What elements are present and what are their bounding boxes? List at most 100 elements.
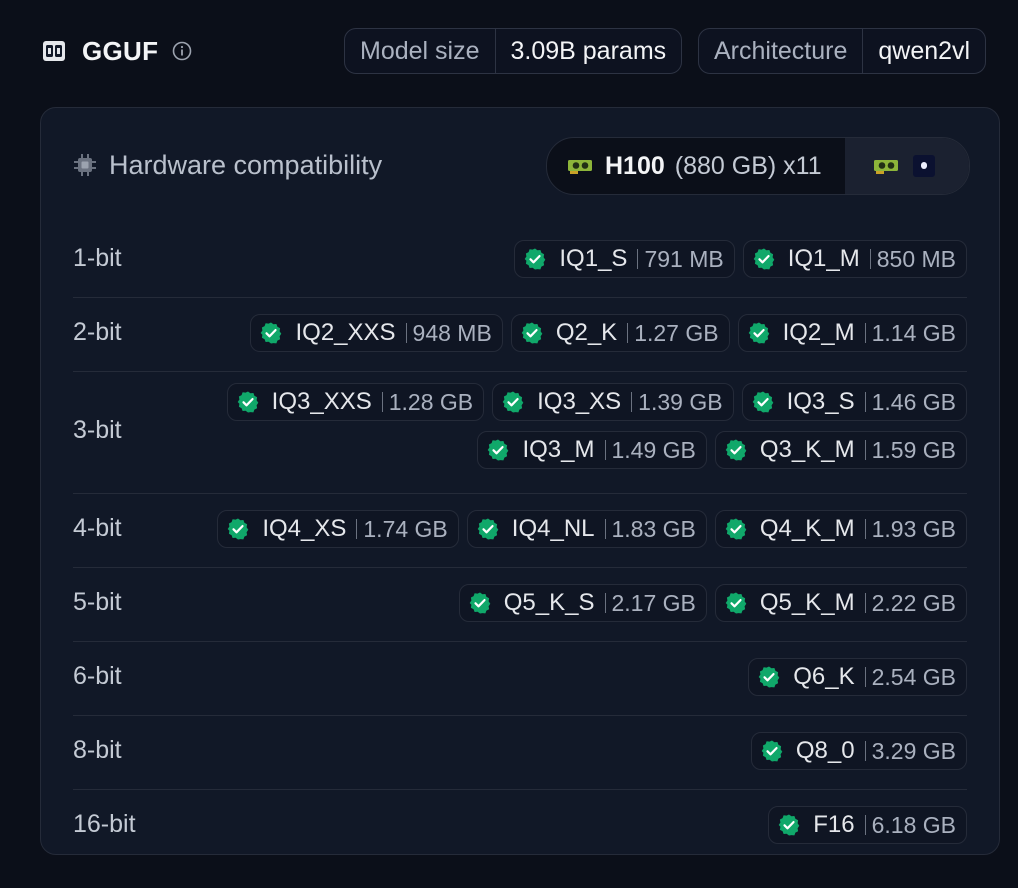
quant-name: Q5_K_S [503, 589, 595, 616]
divider [864, 815, 866, 835]
quant-chip-iq3-m[interactable]: IQ3_M 1.49 GB [477, 431, 707, 469]
divider [604, 440, 606, 460]
quant-chip-iq3-xs[interactable]: IQ3_XS 1.39 GB [492, 383, 734, 421]
quant-chip-q2-k[interactable]: Q2_K 1.27 GB [510, 314, 730, 352]
quant-size: 791 MB [644, 245, 724, 272]
quant-size: 850 MB [876, 245, 956, 272]
divider [405, 323, 407, 343]
divider [604, 593, 606, 613]
quant-name: Q4_K_M [759, 515, 855, 542]
chip-icon [74, 154, 96, 176]
quant-chip-iq3-xxs[interactable]: IQ3_XXS 1.28 GB [226, 383, 485, 421]
model-size-value: 3.09B params [494, 29, 682, 73]
divider [869, 249, 871, 269]
quant-name: IQ3_S [786, 388, 855, 415]
gguf-icon [43, 41, 65, 61]
quant-size: 1.27 GB [634, 319, 719, 346]
quant-name: IQ3_XXS [271, 388, 372, 415]
architecture-pill: Architecture qwen2vl [698, 28, 987, 74]
page-title: GGUF [82, 35, 159, 66]
quant-chip-iq1-m[interactable]: IQ1_M 850 MB [742, 240, 967, 278]
quant-size: 1.93 GB [871, 515, 956, 542]
quant-chip-iq2-m[interactable]: IQ2_M 1.14 GB [737, 314, 967, 352]
quant-row: 8-bit Q8_0 3.29 GB [73, 715, 967, 790]
quant-size: 948 MB [412, 319, 492, 346]
quant-size: 1.49 GB [611, 436, 696, 463]
quant-name: IQ2_M [782, 319, 855, 346]
quant-name: Q5_K_M [759, 589, 855, 616]
quant-row: 5-bit Q5_K_S 2.17 GB Q5_K_M 2.22 GB [73, 567, 967, 642]
quant-chip-iq4-nl[interactable]: IQ4_NL 1.83 GB [466, 510, 707, 548]
quant-name: IQ1_M [787, 245, 860, 272]
divider [604, 519, 606, 539]
quant-name: Q8_0 [795, 737, 855, 764]
divider [637, 249, 639, 269]
quant-name: Q6_K [793, 663, 855, 690]
quant-chip-q4-k-m[interactable]: Q4_K_M 1.93 GB [714, 510, 967, 548]
apple-silicon-icon [913, 155, 935, 177]
quant-size: 1.28 GB [388, 388, 474, 415]
check-badge-icon [488, 439, 509, 461]
check-badge-icon [261, 322, 282, 344]
check-badge-icon [778, 814, 800, 836]
quant-chip-iq4-xs[interactable]: IQ4_XS 1.74 GB [217, 510, 459, 548]
check-badge-icon [469, 592, 491, 614]
divider [864, 392, 866, 412]
quant-row: 6-bit Q6_K 2.54 GB [73, 641, 967, 716]
title-wrap: GGUF [42, 36, 192, 66]
model-size-label: Model size [360, 36, 480, 65]
bit-label: 5-bit [73, 588, 122, 616]
hardware-compatibility-panel: Hardware compatibility H100 (880 GB) x11… [40, 107, 1000, 855]
quant-line: IQ3_XXS 1.28 GB IQ3_XS 1.39 GB IQ3_S 1.46 GB [226, 383, 967, 421]
quant-line: IQ2_XXS 948 MB Q2_K 1.27 GB IQ2_M 1.14 GB [250, 314, 967, 352]
architecture-label: Architecture [714, 36, 848, 65]
quant-size: 2.22 GB [871, 589, 956, 616]
quant-chip-q6-k[interactable]: Q6_K 2.54 GB [748, 658, 967, 696]
divider [356, 519, 358, 539]
quant-row: 2-bit IQ2_XXS 948 MB Q2_K 1.27 GB IQ2_M 1.14 G… [73, 297, 967, 372]
info-icon[interactable] [172, 41, 192, 61]
quant-chip-q8-0[interactable]: Q8_0 3.29 GB [750, 732, 967, 770]
hardware-type-toggle[interactable] [845, 138, 969, 194]
quant-row: 16-bit F16 6.18 GB [73, 789, 967, 863]
quant-size: 1.59 GB [871, 436, 956, 463]
check-badge-icon [725, 439, 747, 461]
bit-label: 2-bit [73, 318, 122, 346]
quant-line: IQ4_XS 1.74 GB IQ4_NL 1.83 GB Q4_K_M 1.93 GB [217, 510, 967, 548]
quant-name: Q3_K_M [759, 436, 855, 463]
quant-chip-f16[interactable]: F16 6.18 GB [768, 806, 967, 844]
bit-label: 4-bit [73, 514, 122, 542]
quant-row: 1-bit IQ1_S 791 MB IQ1_M 850 MB [73, 223, 967, 298]
quant-line: Q5_K_S 2.17 GB Q5_K_M 2.22 GB [458, 584, 967, 622]
gpu-icon [568, 160, 592, 174]
check-badge-icon [228, 518, 249, 540]
check-badge-icon [237, 391, 258, 413]
check-badge-icon [525, 248, 546, 270]
divider [864, 741, 866, 761]
quant-chip-iq1-s[interactable]: IQ1_S 791 MB [514, 240, 735, 278]
quant-name: IQ3_M [522, 436, 595, 463]
bit-label: 1-bit [73, 244, 122, 272]
quant-name: IQ4_XS [262, 515, 347, 542]
bit-label: 16-bit [73, 810, 136, 838]
quant-chip-q5-k-s[interactable]: Q5_K_S 2.17 GB [458, 584, 707, 622]
quant-name: IQ2_XXS [295, 319, 396, 346]
check-badge-icon [725, 518, 747, 540]
quant-chip-iq2-xxs[interactable]: IQ2_XXS 948 MB [250, 314, 503, 352]
quant-line: IQ1_S 791 MB IQ1_M 850 MB [514, 240, 967, 278]
quant-name: F16 [813, 811, 855, 838]
model-size-pill: Model size 3.09B params [344, 28, 683, 74]
check-badge-icon [761, 740, 783, 762]
divider [627, 323, 629, 343]
quant-chip-iq3-s[interactable]: IQ3_S 1.46 GB [741, 383, 967, 421]
quant-chip-q5-k-m[interactable]: Q5_K_M 2.22 GB [714, 584, 967, 622]
check-badge-icon [725, 592, 747, 614]
quant-chip-q3-k-m[interactable]: Q3_K_M 1.59 GB [714, 431, 967, 469]
quant-size: 3.29 GB [871, 737, 956, 764]
quant-size: 6.18 GB [871, 811, 956, 838]
divider [631, 392, 633, 412]
hardware-selector: H100 (880 GB) x11 [546, 137, 970, 195]
quant-name: IQ4_NL [511, 515, 595, 542]
selected-gpu-button[interactable]: H100 (880 GB) x11 [547, 138, 845, 194]
quant-line: Q6_K 2.54 GB [748, 658, 967, 696]
